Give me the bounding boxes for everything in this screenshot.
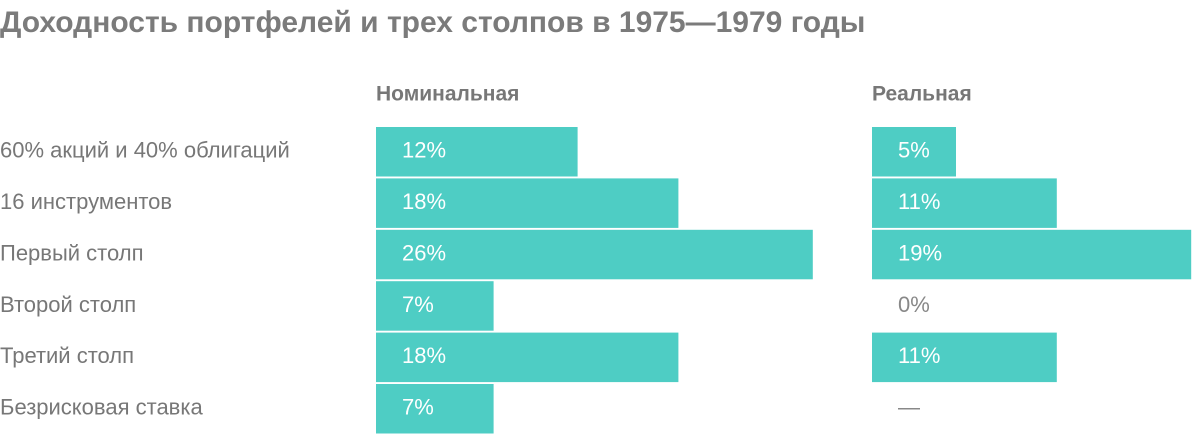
value-label: 26% (402, 240, 446, 265)
value-label: 11% (898, 343, 940, 368)
bar (872, 229, 1192, 280)
bar (872, 178, 1057, 228)
value-label: 11% (898, 189, 940, 214)
bar (376, 281, 494, 331)
value-label: 0% (898, 292, 930, 317)
panel-header: Реальная (872, 83, 972, 106)
value-label: 5% (898, 138, 930, 163)
panel-header: Номинальная (376, 83, 519, 106)
bar (376, 127, 578, 177)
bar (872, 127, 956, 177)
value-label: 12% (402, 138, 446, 163)
category-label: Первый столп (0, 240, 144, 265)
category-label: Безрисковая ставка (0, 395, 203, 420)
value-label: 19% (898, 240, 942, 265)
category-label: Третий столп (0, 343, 134, 368)
value-label: — (898, 395, 920, 420)
category-label: 60% акций и 40% облигаций (0, 138, 290, 163)
bar (376, 178, 679, 228)
value-label: 7% (402, 395, 434, 420)
value-label: 7% (402, 292, 434, 317)
value-label: 18% (402, 189, 446, 214)
bar (376, 384, 494, 434)
category-label: Второй столп (0, 292, 136, 317)
bar (872, 332, 1057, 383)
category-label: 16 инструментов (0, 189, 172, 214)
bar (376, 332, 679, 383)
value-label: 18% (402, 343, 446, 368)
bar (376, 229, 813, 280)
chart-title: Доходность портфелей и трех столпов в 19… (0, 6, 865, 39)
